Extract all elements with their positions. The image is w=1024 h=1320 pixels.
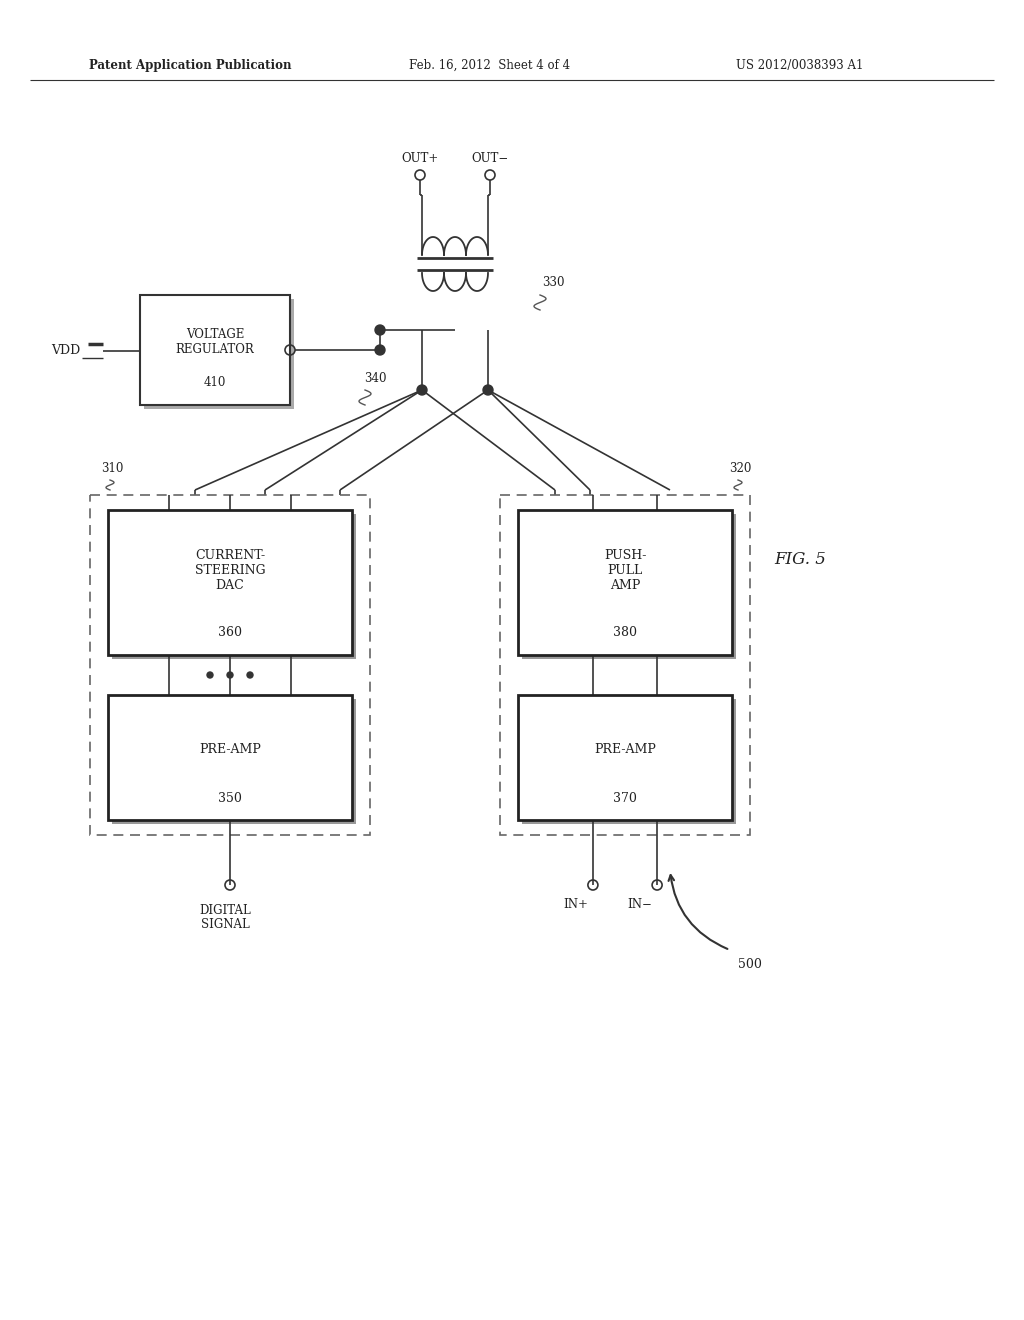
Circle shape <box>375 325 385 335</box>
Text: SIGNAL: SIGNAL <box>201 919 250 932</box>
Text: 410: 410 <box>204 376 226 389</box>
Text: Feb. 16, 2012  Sheet 4 of 4: Feb. 16, 2012 Sheet 4 of 4 <box>410 58 570 71</box>
Text: IN−: IN− <box>628 899 652 912</box>
Circle shape <box>375 345 385 355</box>
FancyBboxPatch shape <box>140 294 290 405</box>
Text: OUT−: OUT− <box>471 153 509 165</box>
FancyBboxPatch shape <box>522 700 736 824</box>
FancyBboxPatch shape <box>112 513 356 659</box>
Text: 340: 340 <box>364 371 386 384</box>
Text: IN+: IN+ <box>563 899 588 912</box>
Circle shape <box>247 672 253 678</box>
Circle shape <box>227 672 233 678</box>
FancyBboxPatch shape <box>144 300 294 409</box>
Text: PRE-AMP: PRE-AMP <box>594 743 656 756</box>
Text: 330: 330 <box>542 276 564 289</box>
Text: 370: 370 <box>613 792 637 804</box>
FancyBboxPatch shape <box>108 696 352 820</box>
FancyBboxPatch shape <box>518 510 732 655</box>
FancyBboxPatch shape <box>522 513 736 659</box>
FancyBboxPatch shape <box>518 696 732 820</box>
FancyBboxPatch shape <box>108 510 352 655</box>
Circle shape <box>207 672 213 678</box>
Text: 320: 320 <box>729 462 752 474</box>
Text: 500: 500 <box>738 958 762 972</box>
Text: US 2012/0038393 A1: US 2012/0038393 A1 <box>736 58 863 71</box>
Text: 350: 350 <box>218 792 242 804</box>
FancyBboxPatch shape <box>112 700 356 824</box>
Circle shape <box>417 385 427 395</box>
Text: VDD: VDD <box>51 343 80 356</box>
Text: FIG. 5: FIG. 5 <box>774 552 826 569</box>
Text: CURRENT-
STEERING
DAC: CURRENT- STEERING DAC <box>195 549 265 591</box>
Text: Patent Application Publication: Patent Application Publication <box>89 58 291 71</box>
Text: PRE-AMP: PRE-AMP <box>199 743 261 756</box>
Circle shape <box>483 385 493 395</box>
Text: 310: 310 <box>100 462 123 474</box>
Text: DIGITAL: DIGITAL <box>199 903 251 916</box>
Text: OUT+: OUT+ <box>401 153 438 165</box>
Text: 380: 380 <box>613 627 637 639</box>
Text: VOLTAGE
REGULATOR: VOLTAGE REGULATOR <box>176 327 254 356</box>
Text: PUSH-
PULL
AMP: PUSH- PULL AMP <box>604 549 646 591</box>
Text: 360: 360 <box>218 627 242 639</box>
